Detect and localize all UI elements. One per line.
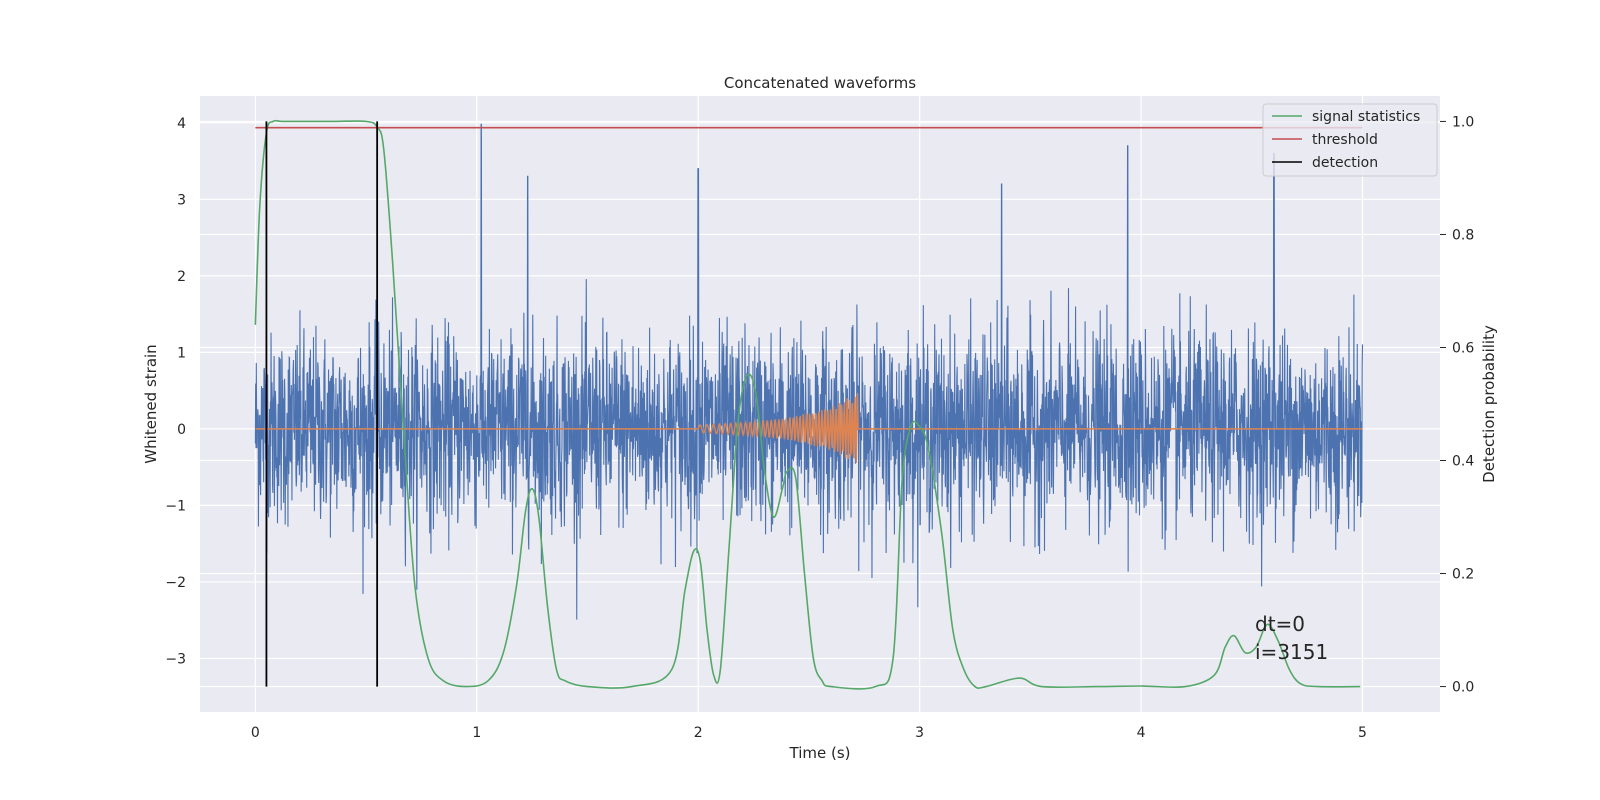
- x-tick-label-3: 3: [915, 725, 924, 741]
- y2-tick-label-0: 0.0: [1452, 680, 1474, 696]
- y2-axis-label: Detection probability: [1480, 325, 1498, 483]
- y-tick-label-4: 1: [177, 345, 186, 361]
- y2-axis-ticks: 0.0 0.2 0.4 0.6 0.8 1.0: [1440, 114, 1474, 696]
- y2-tick-label-1: 0.2: [1452, 567, 1474, 583]
- signal-statistics-series: [254, 119, 1361, 690]
- detection-series: [265, 121, 379, 687]
- y-tick-label-1: −2: [165, 575, 186, 591]
- legend-signal-statistics-label: signal statistics: [1312, 109, 1420, 125]
- legend-detection-label: detection: [1312, 155, 1378, 171]
- x-axis-ticks: 0 1 2 3 4 5: [251, 725, 1367, 741]
- x-tick-label-0: 0: [251, 725, 260, 741]
- x-tick-label-4: 4: [1137, 725, 1146, 741]
- template-line: [255, 393, 1363, 463]
- x-tick-label-5: 5: [1358, 725, 1367, 741]
- y-tick-label-5: 2: [177, 269, 186, 285]
- y-tick-label-2: −1: [165, 498, 186, 514]
- signal-statistics-line: [254, 119, 1361, 690]
- x-tick-label-1: 1: [472, 725, 481, 741]
- y-axis-label: Whitened strain: [142, 344, 160, 463]
- legend-threshold-label: threshold: [1312, 132, 1378, 148]
- legend: signal statistics threshold detection: [1262, 103, 1438, 177]
- y-axis-ticks: −3 −2 −1 0 1 2 3 4: [165, 116, 186, 668]
- y-tick-label-6: 3: [177, 192, 186, 208]
- annotations: dt=0 i=3151: [1255, 612, 1328, 664]
- annotation-dt: dt=0: [1255, 612, 1305, 636]
- x-axis-label: Time (s): [789, 744, 851, 762]
- annotation-index: i=3151: [1255, 640, 1328, 664]
- chart-title: Concatenated waveforms: [724, 74, 916, 92]
- y-tick-label-0: −3: [165, 651, 186, 667]
- y2-tick-label-3: 0.6: [1452, 340, 1474, 356]
- y-tick-label-7: 4: [177, 116, 186, 132]
- y2-tick-label-4: 0.8: [1452, 227, 1474, 243]
- x-tick-label-2: 2: [694, 725, 703, 741]
- y2-tick-label-5: 1.0: [1452, 114, 1474, 130]
- legend-box: [1262, 103, 1438, 177]
- y-tick-label-3: 0: [177, 422, 186, 438]
- y2-tick-label-2: 0.4: [1452, 454, 1474, 470]
- template-series: [255, 393, 1363, 463]
